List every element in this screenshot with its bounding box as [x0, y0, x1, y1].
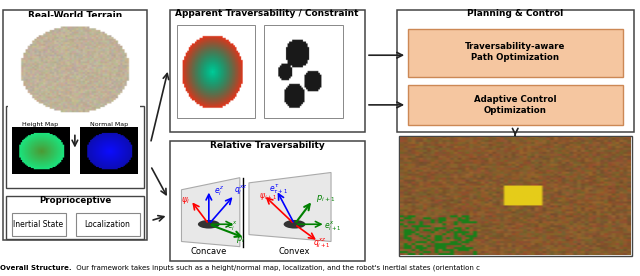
Text: Overall Structure.: Overall Structure.	[0, 265, 72, 271]
Text: Planning & Control: Planning & Control	[467, 9, 563, 18]
Text: Convex: Convex	[279, 246, 310, 256]
Text: $e_i^x$: $e_i^x$	[227, 220, 237, 233]
FancyBboxPatch shape	[408, 29, 623, 77]
Text: $e_{i+1}^x$: $e_{i+1}^x$	[324, 220, 341, 233]
Text: Exteroceptive: Exteroceptive	[41, 106, 109, 115]
Text: $\psi_{i+1}$: $\psi_{i+1}$	[259, 191, 277, 202]
FancyBboxPatch shape	[12, 213, 66, 236]
Text: Our framework takes inputs such as a height/normal map, localization, and the ro: Our framework takes inputs such as a hei…	[74, 265, 479, 272]
Text: $q_{i+1}^{xz}$: $q_{i+1}^{xz}$	[313, 237, 330, 250]
FancyBboxPatch shape	[3, 10, 147, 240]
FancyBboxPatch shape	[397, 10, 634, 132]
Text: Apparent Traversability / Constraint: Apparent Traversability / Constraint	[175, 9, 358, 18]
Ellipse shape	[284, 220, 305, 229]
FancyBboxPatch shape	[170, 141, 365, 261]
Text: $p_{i+1}$: $p_{i+1}$	[316, 193, 336, 204]
Text: $e_{\tau+1}^{\tau}$: $e_{\tau+1}^{\tau}$	[269, 182, 289, 196]
Text: Adaptive Control
Optimization: Adaptive Control Optimization	[474, 95, 556, 115]
Text: Inertial State: Inertial State	[13, 220, 63, 229]
Title: Height Map: Height Map	[22, 121, 58, 127]
Text: Concave: Concave	[191, 246, 227, 256]
FancyBboxPatch shape	[408, 85, 623, 125]
Text: Relative Traversability: Relative Traversability	[209, 141, 324, 150]
Text: $e_i^z$: $e_i^z$	[214, 184, 225, 198]
FancyBboxPatch shape	[6, 196, 144, 239]
Text: Real-World Terrain: Real-World Terrain	[28, 11, 122, 20]
FancyBboxPatch shape	[6, 106, 144, 188]
Polygon shape	[249, 172, 331, 242]
Text: Proprioceptive: Proprioceptive	[39, 196, 111, 205]
FancyBboxPatch shape	[170, 10, 365, 132]
Polygon shape	[182, 178, 240, 247]
Text: Traversability-aware
Path Optimization: Traversability-aware Path Optimization	[465, 42, 565, 62]
Text: $p_i$: $p_i$	[236, 234, 245, 245]
Title: Normal Map: Normal Map	[90, 121, 128, 127]
Ellipse shape	[198, 220, 220, 229]
Text: Localization: Localization	[84, 220, 131, 229]
Text: $q_i^{xz}$: $q_i^{xz}$	[234, 183, 248, 197]
Text: $\psi_i$: $\psi_i$	[180, 195, 189, 206]
FancyBboxPatch shape	[76, 213, 140, 236]
